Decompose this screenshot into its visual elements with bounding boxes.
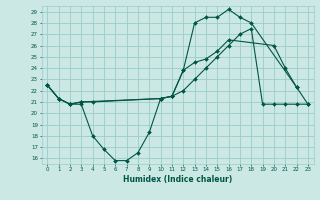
X-axis label: Humidex (Indice chaleur): Humidex (Indice chaleur) [123,175,232,184]
